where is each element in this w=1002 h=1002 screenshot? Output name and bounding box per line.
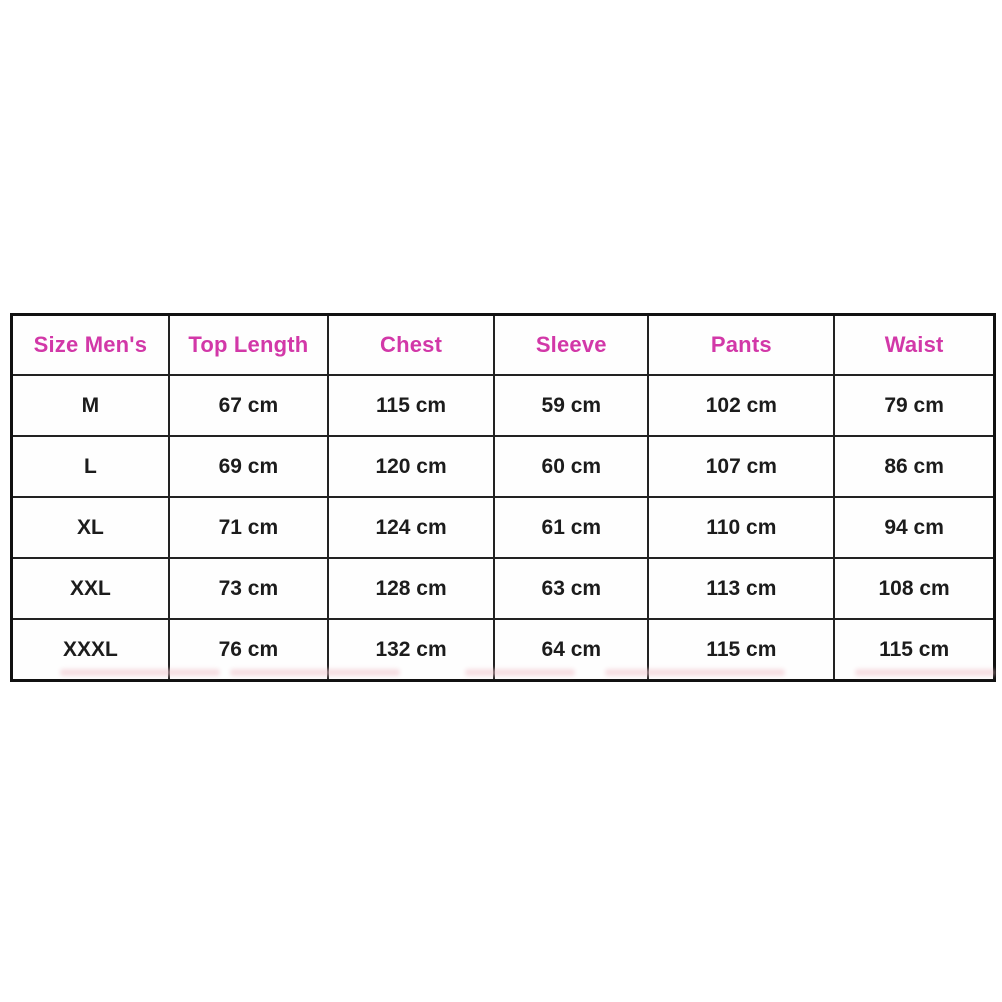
measurement-cell: 64 cm: [493, 618, 650, 682]
table-row: XXL 73 cm 128 cm 63 cm 113 cm 108 cm: [10, 557, 996, 620]
header-cell: Top Length: [167, 313, 330, 376]
measurement-cell: 115 cm: [326, 374, 496, 437]
measurement-cell: 69 cm: [167, 435, 330, 498]
size-cell: XXXL: [10, 618, 170, 682]
measurement-cell: 115 cm: [647, 618, 836, 682]
measurement-cell: 102 cm: [647, 374, 836, 437]
measurement-cell: 73 cm: [167, 557, 330, 620]
size-cell: M: [10, 374, 170, 437]
measurement-cell: 60 cm: [493, 435, 650, 498]
size-cell: L: [10, 435, 170, 498]
table-row: XL 71 cm 124 cm 61 cm 110 cm 94 cm: [10, 496, 996, 559]
measurement-cell: 59 cm: [493, 374, 650, 437]
header-cell: Pants: [647, 313, 836, 376]
header-row: Size Men's Top Length Chest Sleeve Pants Wais…: [10, 313, 996, 376]
measurement-cell: 128 cm: [326, 557, 496, 620]
measurement-cell: 115 cm: [833, 618, 996, 682]
measurement-cell: 110 cm: [647, 496, 836, 559]
header-cell: Chest: [326, 313, 496, 376]
measurement-cell: 113 cm: [647, 557, 836, 620]
table-row: XXXL 76 cm 132 cm 64 cm 115 cm 115 cm: [10, 618, 996, 682]
table-body: M 67 cm 115 cm 59 cm 102 cm 79 cm L 69 cm 120 cm…: [10, 374, 996, 682]
table-row: L 69 cm 120 cm 60 cm 107 cm 86 cm: [10, 435, 996, 498]
table-row: M 67 cm 115 cm 59 cm 102 cm 79 cm: [10, 374, 996, 437]
header-cell: Size Men's: [10, 313, 170, 376]
measurement-cell: 63 cm: [493, 557, 650, 620]
measurement-cell: 94 cm: [833, 496, 996, 559]
measurement-cell: 124 cm: [326, 496, 496, 559]
size-cell: XL: [10, 496, 170, 559]
measurement-cell: 108 cm: [833, 557, 996, 620]
header-cell: Waist: [833, 313, 996, 376]
measurement-cell: 132 cm: [326, 618, 496, 682]
measurement-cell: 61 cm: [493, 496, 650, 559]
measurement-cell: 86 cm: [833, 435, 996, 498]
size-cell: XXL: [10, 557, 170, 620]
measurement-cell: 79 cm: [833, 374, 996, 437]
measurement-cell: 76 cm: [167, 618, 330, 682]
header-cell: Sleeve: [493, 313, 650, 376]
measurement-cell: 67 cm: [167, 374, 330, 437]
measurement-cell: 107 cm: [647, 435, 836, 498]
measurement-cell: 120 cm: [326, 435, 496, 498]
size-chart-table: Size Men's Top Length Chest Sleeve Pants Wais…: [10, 313, 996, 682]
measurement-cell: 71 cm: [167, 496, 330, 559]
